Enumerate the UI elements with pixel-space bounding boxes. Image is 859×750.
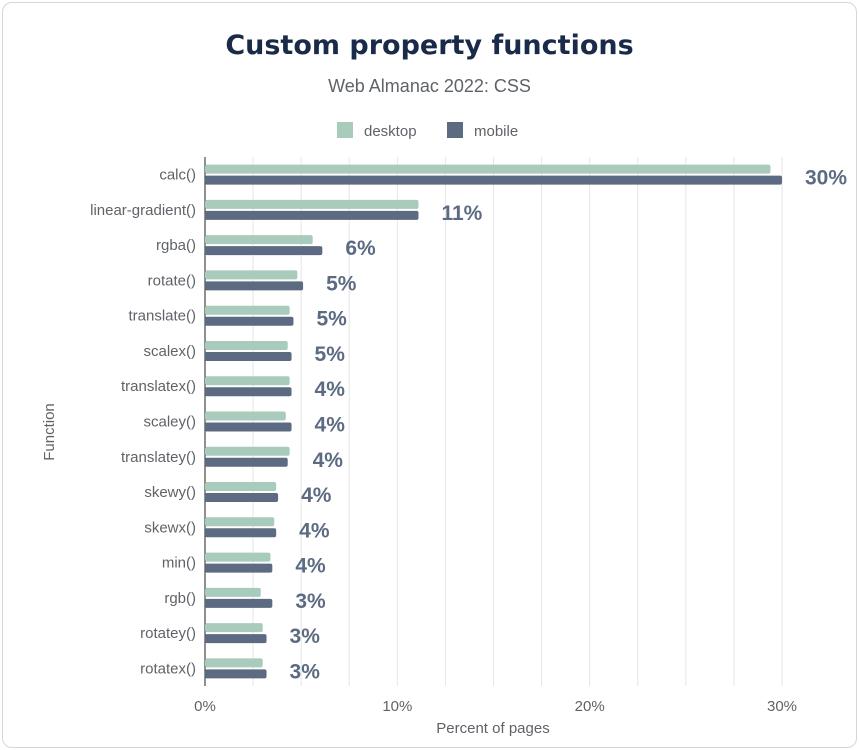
data-label: 11% [441, 202, 482, 225]
legend-swatch [447, 122, 463, 138]
bar-desktop [205, 623, 263, 633]
bar-mobile [205, 175, 782, 185]
bar-desktop [205, 517, 275, 527]
x-tick-label: 30% [767, 698, 797, 715]
bar-desktop [205, 164, 771, 174]
bar-mobile [205, 457, 288, 467]
bar-mobile [205, 528, 277, 538]
bar-mobile [205, 422, 292, 432]
legend-swatch [337, 122, 353, 138]
category-label: skewx() [144, 519, 196, 536]
bar-mobile [205, 316, 294, 326]
category-label: min() [162, 555, 196, 572]
data-label: 4% [299, 519, 330, 542]
bar-desktop [205, 446, 290, 456]
bar-mobile [205, 351, 292, 361]
bar-mobile [205, 634, 267, 644]
data-label: 6% [345, 237, 376, 260]
bar-desktop [205, 658, 263, 668]
data-label: 4% [295, 555, 326, 578]
bar-desktop [205, 376, 290, 386]
category-label: rgb() [164, 590, 196, 607]
bar-mobile [205, 281, 304, 291]
data-label: 3% [290, 660, 321, 683]
data-label: 4% [315, 414, 346, 437]
bar-desktop [205, 199, 419, 209]
data-label: 5% [316, 308, 347, 331]
legend-item-mobile[interactable]: mobile [447, 122, 518, 140]
bar-desktop [205, 411, 286, 421]
bar-mobile [205, 493, 279, 503]
category-label: calc() [159, 167, 196, 184]
x-axis-title: Percent of pages [436, 720, 549, 737]
bar-mobile [205, 563, 273, 573]
category-label: rgba() [156, 237, 196, 254]
category-label: scalex() [143, 343, 196, 360]
legend-label: mobile [474, 123, 518, 140]
bar-desktop [205, 552, 271, 562]
bar-mobile [205, 669, 267, 679]
data-label: 3% [295, 590, 326, 613]
bar-desktop [205, 235, 313, 245]
bar-mobile [205, 387, 292, 397]
category-label: rotatey() [140, 625, 196, 642]
x-tick-label: 20% [575, 698, 605, 715]
category-label: translatey() [121, 449, 196, 466]
category-label: translatex() [121, 378, 196, 395]
category-label: scaley() [143, 414, 196, 431]
bar-desktop [205, 270, 298, 280]
y-axis-title: Function [41, 403, 58, 461]
data-label: 5% [315, 343, 346, 366]
bar-desktop [205, 587, 261, 597]
data-label: 4% [315, 378, 346, 401]
data-label: 30% [805, 167, 847, 190]
category-label: linear-gradient() [90, 202, 196, 219]
data-label: 4% [301, 484, 332, 507]
legend-label: desktop [364, 123, 417, 140]
category-label: rotatex() [140, 660, 196, 677]
data-label: 3% [290, 625, 321, 648]
data-label: 4% [313, 449, 344, 472]
category-label: rotate() [148, 272, 196, 289]
category-label: skewy() [144, 484, 196, 501]
category-label: translate() [128, 308, 196, 325]
bar-mobile [205, 210, 419, 220]
x-tick-label: 0% [194, 698, 216, 715]
chart-subtitle: Web Almanac 2022: CSS [328, 76, 531, 96]
bar-desktop [205, 340, 288, 350]
bar-mobile [205, 246, 323, 256]
bar-mobile [205, 598, 273, 608]
bar-desktop [205, 482, 277, 492]
chart-title: Custom property functions [225, 30, 634, 61]
legend-item-desktop[interactable]: desktop [337, 122, 417, 140]
x-tick-label: 10% [382, 698, 412, 715]
data-label: 5% [326, 272, 357, 295]
bar-desktop [205, 305, 290, 315]
